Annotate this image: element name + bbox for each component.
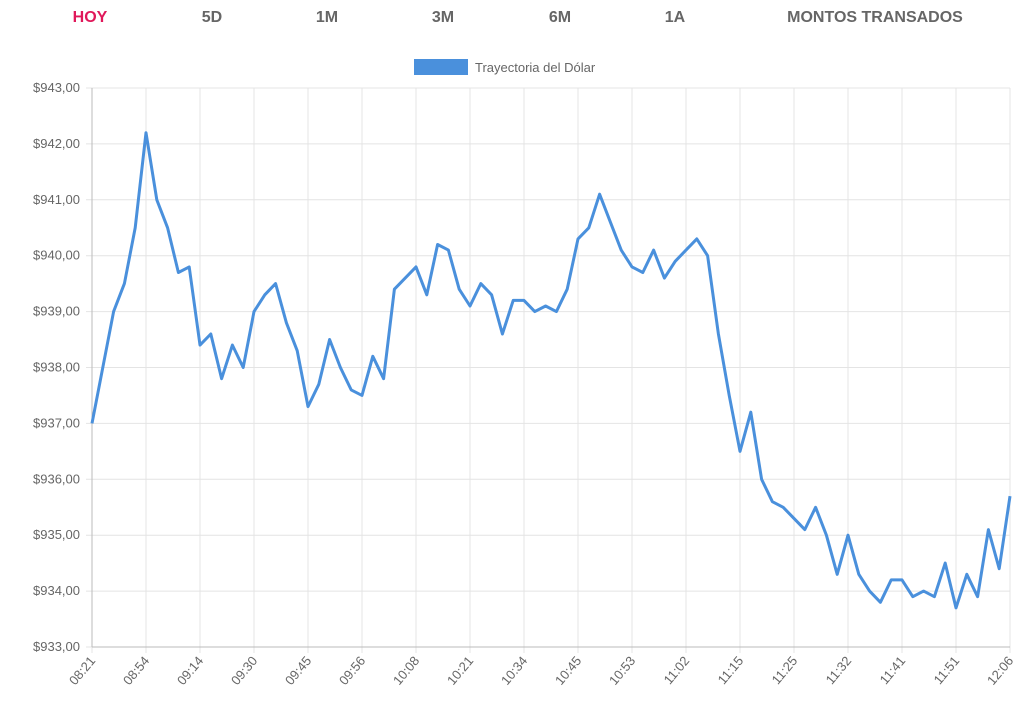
- x-tick-label: 10:34: [498, 653, 530, 688]
- y-tick-label: $942,00: [33, 136, 80, 151]
- legend-label: Trayectoria del Dólar: [475, 60, 596, 75]
- x-tick-label: 09:56: [336, 653, 368, 688]
- x-tick-label: 11:32: [823, 653, 855, 687]
- legend-swatch: [414, 59, 468, 75]
- tab[interactable]: HOY: [73, 9, 108, 26]
- tab[interactable]: 1M: [316, 9, 338, 26]
- x-tick-label: 10:08: [390, 653, 422, 688]
- tab[interactable]: MONTOS TRANSADOS: [787, 9, 963, 26]
- tab[interactable]: 6M: [549, 9, 571, 26]
- x-tick-label: 11:51: [931, 653, 963, 687]
- x-tick-label: 08:21: [66, 653, 98, 688]
- y-tick-label: $940,00: [33, 248, 80, 263]
- y-tick-label: $938,00: [33, 360, 80, 375]
- y-tick-label: $937,00: [33, 415, 80, 430]
- tab[interactable]: 3M: [432, 9, 454, 26]
- x-tick-label: 08:54: [120, 653, 152, 688]
- x-tick-label: 09:14: [174, 653, 206, 688]
- x-tick-label: 09:30: [228, 653, 260, 688]
- x-tick-label: 11:02: [661, 653, 693, 687]
- y-tick-label: $934,00: [33, 583, 80, 598]
- x-tick-label: 11:15: [715, 653, 747, 687]
- y-tick-label: $935,00: [33, 527, 80, 542]
- tab[interactable]: 5D: [202, 9, 222, 26]
- x-tick-label: 10:21: [444, 653, 476, 688]
- x-tick-label: 10:53: [606, 653, 638, 688]
- y-tick-label: $943,00: [33, 80, 80, 95]
- y-tick-label: $939,00: [33, 304, 80, 319]
- y-tick-label: $936,00: [33, 471, 80, 486]
- x-tick-label: 11:25: [769, 653, 801, 687]
- x-tick-label: 12:06: [984, 653, 1016, 688]
- x-tick-label: 09:45: [282, 653, 314, 688]
- y-tick-label: $941,00: [33, 192, 80, 207]
- x-tick-label: 11:41: [877, 653, 909, 687]
- tab[interactable]: 1A: [665, 9, 686, 26]
- y-tick-label: $933,00: [33, 639, 80, 654]
- x-tick-label: 10:45: [552, 653, 584, 688]
- data-line: [90, 131, 1012, 610]
